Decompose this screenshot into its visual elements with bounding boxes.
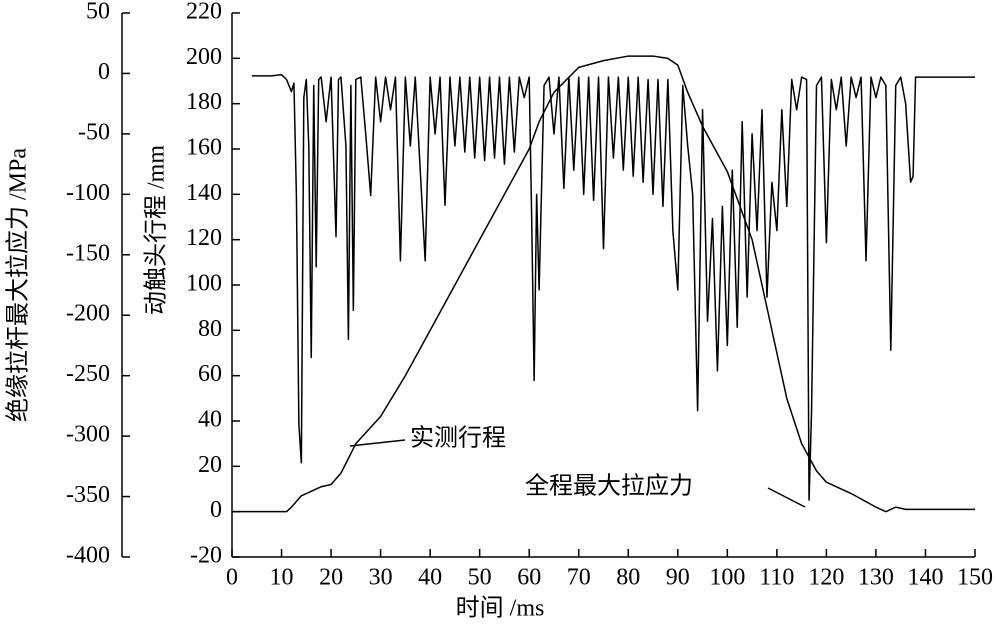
y-tick-label: 50 (86, 0, 110, 25)
x-tick-label: 30 (369, 565, 393, 591)
y2-tick-label: 120 (186, 225, 222, 251)
y2-tick-label: 220 (186, 0, 222, 25)
x-axis-label: 时间 /ms (456, 595, 545, 622)
x-tick-label: 70 (567, 565, 591, 591)
leader-line (349, 439, 406, 447)
x-tick-label: 110 (759, 565, 794, 591)
x-tick-label: 150 (957, 565, 993, 591)
annotation: 实测行程 (410, 425, 506, 452)
y-tick-label: -250 (66, 361, 110, 387)
x-tick-label: 0 (226, 565, 238, 591)
y2-tick-label: 140 (186, 180, 222, 206)
y-tick-label: -400 (66, 543, 110, 569)
y-tick-label: -150 (66, 240, 110, 266)
y2-tick-label: 0 (210, 497, 222, 523)
x-tick-label: 130 (858, 565, 894, 591)
y2-tick-label: 40 (198, 407, 222, 433)
y-tick-label: -200 (66, 301, 110, 327)
data-line (251, 73, 975, 501)
y2-tick-label: 80 (198, 316, 222, 342)
y-tick-label: -300 (66, 422, 110, 448)
x-tick-label: 140 (907, 565, 943, 591)
y2-tick-label: 60 (198, 361, 222, 387)
x-tick-label: 10 (270, 565, 294, 591)
x-tick-label: 50 (468, 565, 492, 591)
y-tick-label: 0 (98, 59, 110, 85)
y-tick-label: -350 (66, 482, 110, 508)
y2-axis-label: 动触头行程 /mm (143, 145, 170, 315)
y2-tick-label: 20 (198, 452, 222, 478)
annotation: 全程最大拉应力 (525, 473, 693, 500)
leader-line (767, 487, 806, 508)
data-line (232, 55, 975, 513)
y2-tick-label: 180 (186, 89, 222, 115)
x-tick-label: 20 (319, 565, 343, 591)
x-tick-label: 40 (418, 565, 442, 591)
y2-tick-label: 200 (186, 44, 222, 70)
x-tick-label: 100 (709, 565, 745, 591)
y-axis-label: 绝缘拉杆最大拉应力 /MPa (5, 148, 32, 422)
y-tick-label: -100 (66, 180, 110, 206)
x-tick-label: 80 (616, 565, 640, 591)
y2-tick-label: -20 (190, 543, 222, 569)
x-tick-label: 120 (808, 565, 844, 591)
y2-tick-label: 100 (186, 271, 222, 297)
x-tick-label: 90 (666, 565, 690, 591)
y-tick-label: -50 (78, 119, 110, 145)
x-tick-label: 60 (517, 565, 541, 591)
y2-tick-label: 160 (186, 135, 222, 161)
